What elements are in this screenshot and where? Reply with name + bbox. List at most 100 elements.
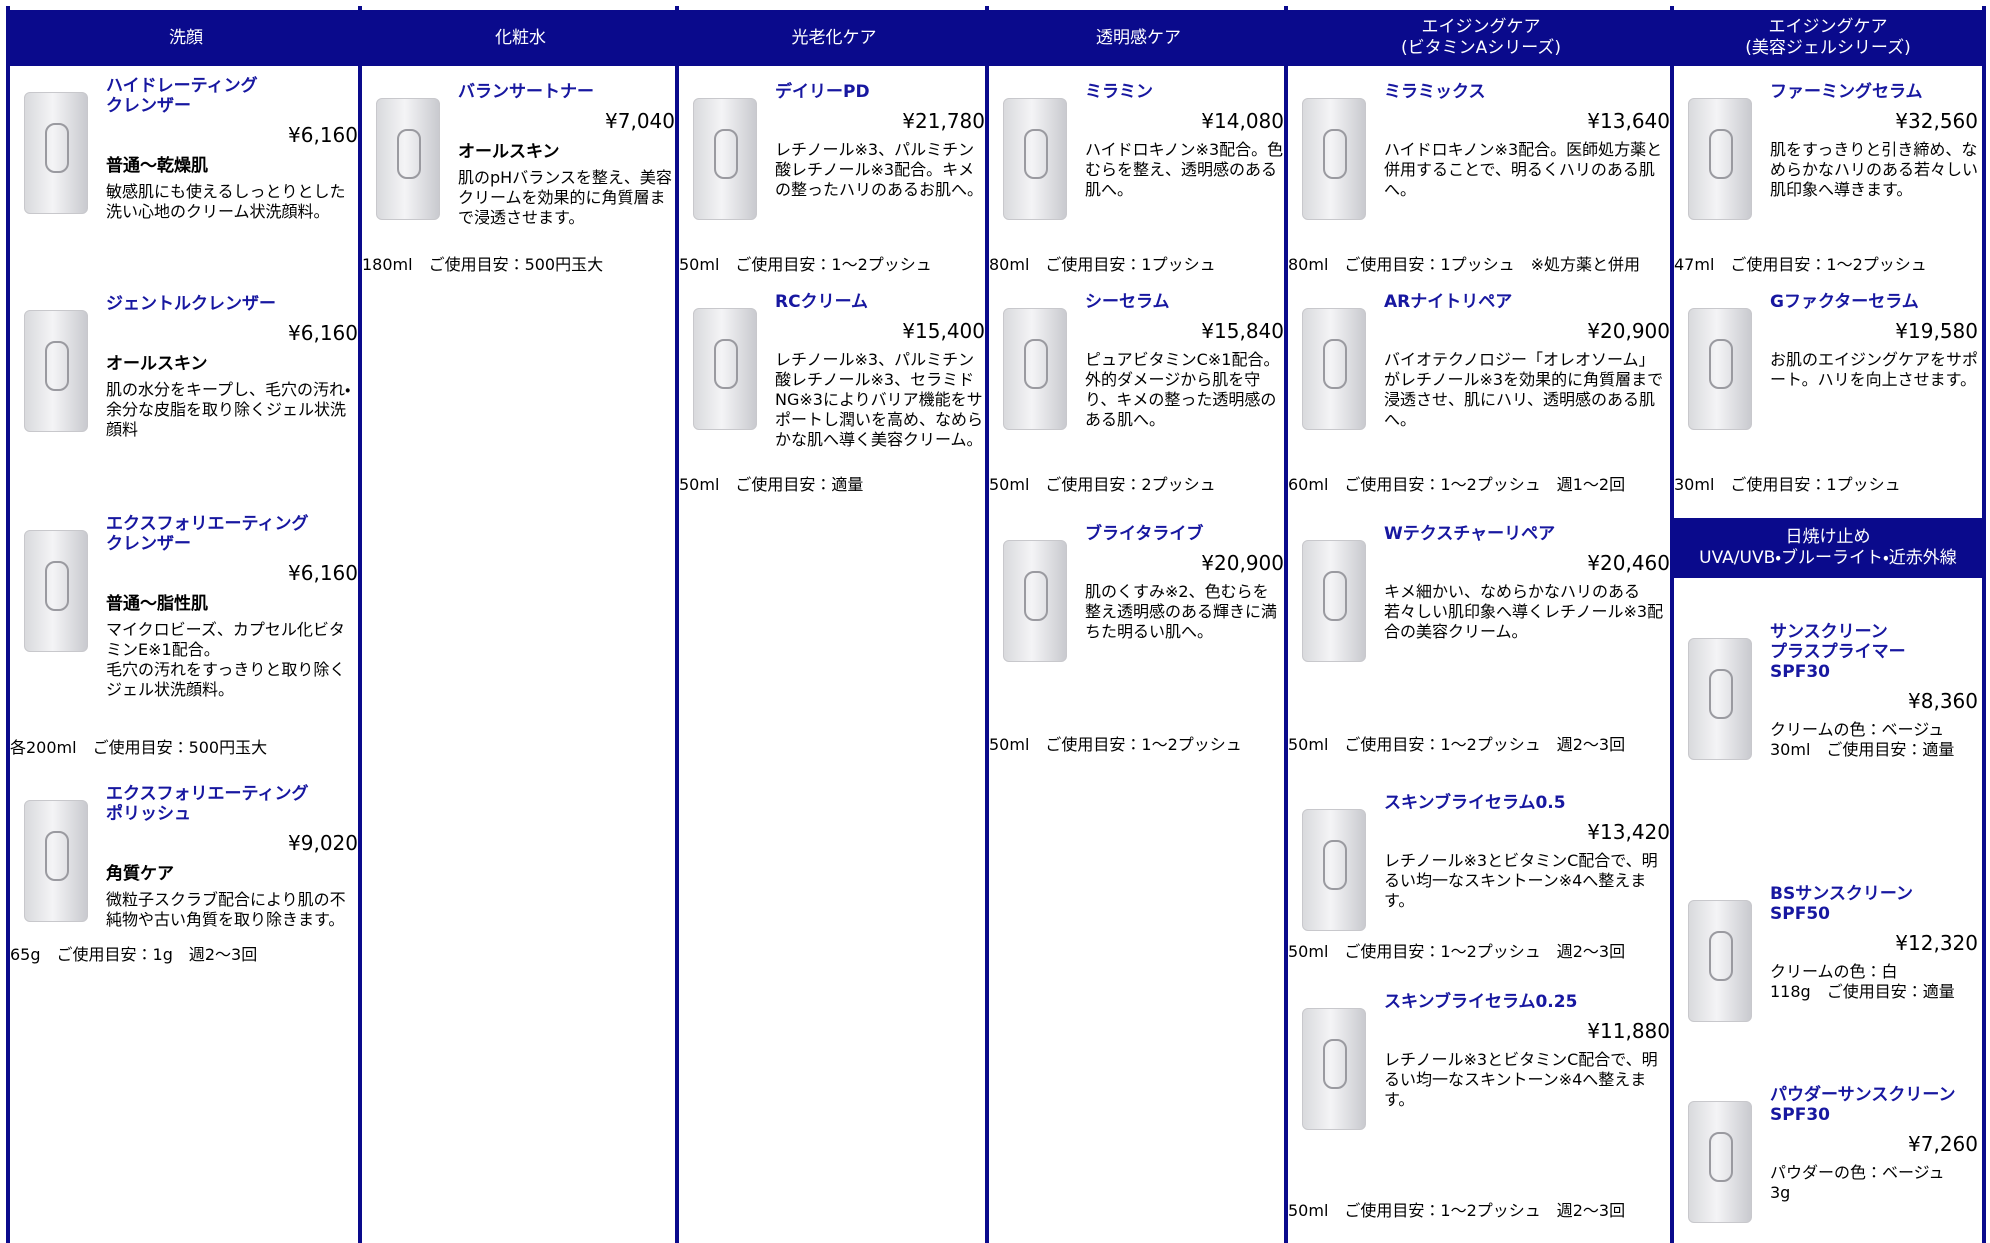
usage-spec: 各200ml ご使用目安：500円玉大 (10, 738, 268, 757)
product-image (1302, 809, 1366, 931)
product: エクスフォリエーティング ポリッシュ ¥9,020 角質ケア 微粒子スクラブ配合により… (10, 784, 362, 965)
section-header: 洗顔 (10, 10, 362, 66)
product-name: Gファクターセラム (1770, 292, 1919, 312)
product-name: ジェントルクレンザー (106, 294, 276, 314)
product-image (1688, 638, 1752, 760)
product-price: ¥20,900 (1587, 319, 1670, 343)
product-image (1302, 308, 1366, 430)
product-price: ¥19,580 (1895, 319, 1978, 343)
product-description: 肌の水分をキープし、毛穴の汚れ・余分な皮脂を取り除くジェル状洗顔料 (106, 380, 351, 439)
product: サンスクリーン プラスプライマー SPF30 ¥8,360 クリームの色：ベージュ … (1674, 622, 1982, 777)
product-description: 肌のくすみ※2、色むらを整え透明感のある輝きに満ちた明るい肌へ。 (1085, 582, 1278, 641)
product-name: BSサンスクリーン SPF50 (1770, 884, 1931, 924)
product: ARナイトリペア ¥20,900 バイオテクノロジー「オレオソーム」がレチノール※3… (1288, 292, 1674, 495)
product: ファーミングセラム ¥32,560 肌をすっきりと引き締め、なめらかなハリのある若々… (1674, 82, 1982, 275)
product-name: ハイドレーティング クレンザー (106, 76, 258, 116)
product-name: シーセラム (1085, 292, 1170, 312)
product-name: パウダーサンスクリーン SPF30 (1770, 1085, 1956, 1125)
usage-spec: 50ml ご使用目安：1～2プッシュ 週2～3回 (1288, 1201, 1626, 1220)
product-image (693, 308, 757, 430)
product-name: RCクリーム (775, 292, 869, 312)
product-text: Gファクターセラム ¥19,580 お肌のエイジングケアをサポート。ハリを向上させま… (1770, 292, 1978, 390)
column: 洗顔ハイドレーティング クレンザー ¥6,160 普通～乾燥肌敏感肌にも使えるしっと… (6, 6, 362, 1243)
product-image (1003, 540, 1067, 662)
product-image (1302, 98, 1366, 220)
usage-spec: 50ml ご使用目安：適量 (679, 475, 864, 494)
product: バランサートナー ¥7,040 オールスキン 肌のpHバランスを整え、美容クリームを効… (362, 82, 679, 275)
section-header: 日焼け止め UVA/UVB・ブルーライト・近赤外線 (1674, 518, 1982, 578)
usage-spec: 30ml ご使用目安：1プッシュ (1674, 475, 1901, 494)
section-header: エイジングケア (美容ジェルシリーズ) (1674, 10, 1982, 66)
product-price: ¥9,020 (288, 831, 358, 855)
product-description: クリームの色：ベージュ 30ml ご使用目安：適量 (1770, 720, 1955, 759)
product-name: エクスフォリエーティング ポリッシュ (106, 784, 309, 824)
product-description: パウダーの色：ベージュ 3g (1770, 1163, 1945, 1202)
product-text: ハイドレーティング クレンザー ¥6,160 普通～乾燥肌敏感肌にも使えるしっとりと… (106, 76, 358, 222)
skin-type: 普通～脂性肌 (106, 594, 208, 614)
usage-spec: 50ml ご使用目安：1～2プッシュ 週2～3回 (1288, 735, 1626, 754)
skin-type: 普通～乾燥肌 (106, 156, 208, 176)
product-name: スキンブライセラム0.5 (1384, 793, 1566, 813)
column: エイジングケア (美容ジェルシリーズ) ファーミングセラム ¥32,560 肌をすっき… (1670, 6, 1986, 1243)
product-text: エクスフォリエーティング ポリッシュ ¥9,020 角質ケア 微粒子スクラブ配合により… (106, 784, 358, 930)
product-price: ¥13,640 (1587, 109, 1670, 133)
product-text: スキンブライセラム0.5 ¥13,420 レチノール※3とビタミンC配合で、明るい均… (1384, 793, 1670, 911)
usage-spec: 65g ご使用目安：1g 週2～3回 (10, 945, 258, 964)
product-image (693, 98, 757, 220)
section-header: 光老化ケア (679, 10, 989, 66)
product-description: レチノール※3とビタミンC配合で、明るい均一なスキントーン※4へ整えます。 (1384, 1050, 1658, 1109)
product-text: スキンブライセラム0.25 ¥11,880 レチノール※3とビタミンC配合で、明るい… (1384, 992, 1670, 1110)
skin-type: 角質ケア (106, 864, 174, 884)
usage-spec: 180ml ご使用目安：500円玉大 (362, 255, 604, 274)
product-description: ピュアビタミンC※1配合。外的ダメージから肌を守り、キメの整った透明感のある肌へ… (1085, 350, 1280, 429)
product-text: ジェントルクレンザー ¥6,160 オールスキン 肌の水分をキープし、毛穴の汚れ・余分… (106, 294, 358, 440)
usage-spec: 50ml ご使用目安：2プッシュ (989, 475, 1216, 494)
product-name: バランサートナー (458, 82, 594, 102)
product-description: レチノール※3、パルミチン酸レチノール※3、セラミドNG※3によりバリア機能をサ… (775, 350, 984, 449)
product-price: ¥7,040 (605, 109, 675, 133)
product-text: RCクリーム ¥15,400 レチノール※3、パルミチン酸レチノール※3、セラミドN… (775, 292, 985, 450)
product: ハイドレーティング クレンザー ¥6,160 普通～乾燥肌敏感肌にも使えるしっとりと… (10, 76, 362, 298)
section-header: 透明感ケア (989, 10, 1288, 66)
product-image (24, 800, 88, 922)
product-description: レチノール※3とビタミンC配合で、明るい均一なスキントーン※4へ整えます。 (1384, 851, 1658, 910)
product-name: エクスフォリエーティング クレンザー (106, 514, 309, 554)
usage-spec: 50ml ご使用目安：1～2プッシュ (679, 255, 932, 274)
product: ジェントルクレンザー ¥6,160 オールスキン 肌の水分をキープし、毛穴の汚れ・余分… (10, 294, 362, 520)
product-text: バランサートナー ¥7,040 オールスキン 肌のpHバランスを整え、美容クリームを効… (458, 82, 675, 228)
usage-spec: 80ml ご使用目安：1プッシュ ※処方薬と併用 (1288, 255, 1640, 274)
usage-spec: 60ml ご使用目安：1～2プッシュ 週1～2回 (1288, 475, 1626, 494)
product: エクスフォリエーティング クレンザー ¥6,160 普通～脂性肌 マイクロビーズ、カプ… (10, 514, 362, 758)
product-price: ¥8,360 (1908, 689, 1978, 713)
product-text: ブライタライブ ¥20,900 肌のくすみ※2、色むらを整え透明感のある輝きに満ちた… (1085, 524, 1284, 642)
skin-type: オールスキン (106, 354, 208, 374)
usage-spec: 50ml ご使用目安：1～2プッシュ 週2～3回 (1288, 942, 1626, 961)
product-price: ¥21,780 (902, 109, 985, 133)
product-description: ハイドロキノン※3配合。医師処方薬と併用することで、明るくハリのある肌へ。 (1384, 140, 1663, 199)
product-price: ¥7,260 (1908, 1132, 1978, 1156)
product-price: ¥6,160 (288, 123, 358, 147)
product-name: デイリーPD (775, 82, 870, 102)
section-header: エイジングケア (ビタミンAシリーズ) (1288, 10, 1674, 66)
product-name: ミラミン (1085, 82, 1153, 102)
product-price: ¥32,560 (1895, 109, 1978, 133)
product-text: パウダーサンスクリーン SPF30 ¥7,260 パウダーの色：ベージュ 3g (1770, 1085, 1978, 1203)
product-image (24, 92, 88, 214)
product: ミラミン ¥14,080 ハイドロキノン※3配合。色むらを整え、透明感のある肌へ。 8… (989, 82, 1288, 275)
product-description: 敏感肌にも使えるしっとりとした洗い心地のクリーム状洗顔料。 (106, 182, 346, 221)
product-image (24, 530, 88, 652)
product-text: シーセラム ¥15,840 ピュアビタミンC※1配合。外的ダメージから肌を守り、キメ… (1085, 292, 1284, 430)
product-image (1003, 308, 1067, 430)
product-price: ¥14,080 (1201, 109, 1284, 133)
product: ブライタライブ ¥20,900 肌のくすみ※2、色むらを整え透明感のある輝きに満ちた… (989, 524, 1288, 755)
column: 化粧水 バランサートナー ¥7,040 オールスキン 肌のpHバランスを整え、美容クリー… (358, 6, 679, 1243)
product-image (1003, 98, 1067, 220)
product-price: ¥15,400 (902, 319, 985, 343)
product: Gファクターセラム ¥19,580 お肌のエイジングケアをサポート。ハリを向上させま… (1674, 292, 1982, 495)
product-text: ミラミックス ¥13,640 ハイドロキノン※3配合。医師処方薬と併用することで、明… (1384, 82, 1670, 200)
product-price: ¥11,880 (1587, 1019, 1670, 1043)
usage-spec: 80ml ご使用目安：1プッシュ (989, 255, 1216, 274)
product-text: ミラミン ¥14,080 ハイドロキノン※3配合。色むらを整え、透明感のある肌へ。 (1085, 82, 1284, 200)
product-description: マイクロビーズ、カプセル化ビタミンE※1配合。 毛穴の汚れをすっきりと取り除くジ… (106, 620, 346, 699)
